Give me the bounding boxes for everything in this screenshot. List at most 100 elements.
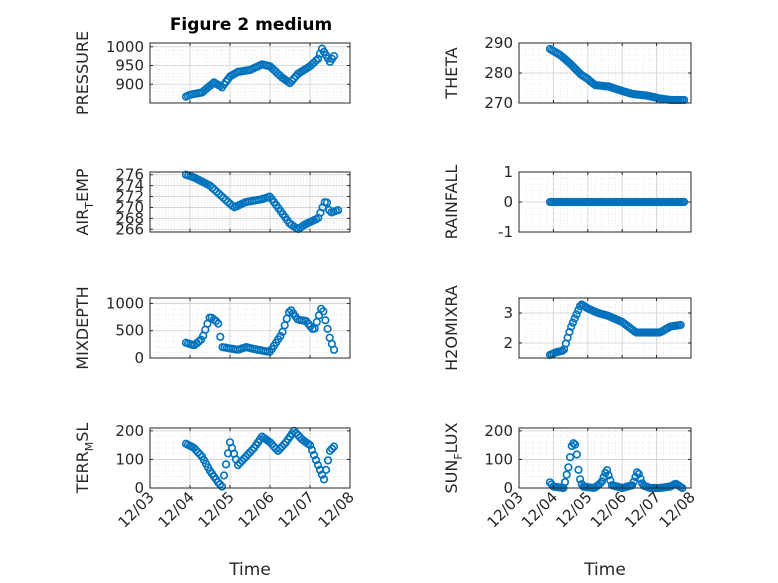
data-point (245, 448, 255, 457)
y-axis-label: PRESSURE (73, 31, 92, 115)
data-point (279, 440, 289, 449)
data-point (291, 428, 301, 438)
data-point (247, 446, 257, 455)
data-point (575, 475, 585, 484)
x-axis-label: Time (583, 560, 626, 580)
data-point (572, 310, 581, 319)
data-point (574, 306, 583, 315)
data-point (212, 187, 221, 196)
data-point (216, 332, 225, 341)
data-point (602, 466, 612, 475)
y-tick-label: 290 (484, 34, 513, 52)
y-axis-label: H2OMIXRA (442, 285, 461, 371)
data-point (321, 316, 330, 325)
y-tick-label: 900 (115, 75, 144, 93)
data-point (217, 482, 227, 491)
y-axis-label: SUNFLUX (442, 422, 465, 493)
data-point (569, 439, 578, 448)
y-tick-label: 268 (115, 209, 144, 227)
data-point (237, 456, 247, 466)
data-point (214, 319, 223, 328)
data-point (193, 448, 203, 457)
data-point (277, 442, 287, 451)
subplot-mixdepth: 0 500 1000 MIXDEPTH (73, 286, 351, 370)
data-point (191, 446, 201, 455)
subplot-h2omixra: 2 3 H2OMIXRA (442, 285, 692, 371)
data-point (333, 206, 343, 215)
data-point (319, 475, 329, 484)
y-tick-label: 3 (503, 304, 513, 322)
x-tick-label: 12/04 (155, 488, 198, 531)
x-tick-label: 12/06 (235, 488, 278, 531)
data-point (241, 452, 251, 461)
data-point (311, 56, 321, 65)
data-point (276, 331, 285, 341)
data-point (233, 461, 243, 470)
x-tick-label: 12/05 (552, 488, 595, 531)
figure-title: Figure 2 medium (170, 15, 332, 35)
x-tick-label: 12/07 (621, 488, 664, 531)
data-point (329, 345, 339, 354)
y-tick-label: 270 (115, 198, 144, 216)
data-point (273, 446, 283, 456)
y-tick-label: 270 (484, 94, 513, 112)
data-point (560, 478, 570, 487)
y-tick-label: 500 (115, 322, 144, 340)
data-point (568, 318, 578, 327)
data-point (323, 324, 332, 334)
data-point (629, 477, 638, 486)
data-point (221, 460, 231, 469)
data-point (632, 468, 642, 477)
y-tick-label: 0 (134, 479, 144, 497)
x-tick-label: 12/05 (195, 488, 238, 531)
data-point (604, 471, 613, 480)
y-tick-label: 274 (115, 177, 144, 195)
axes-box (149, 297, 351, 359)
data-point (329, 442, 339, 451)
data-point (219, 471, 229, 480)
data-point (243, 450, 253, 459)
subplot-rainfall: -1 0 1 RAINFALL (442, 163, 692, 241)
subplot-sun-flux: 010020012/0312/0412/0512/0612/0712/08Tim… (442, 422, 699, 580)
data-point (572, 450, 581, 459)
y-tick-label: 272 (115, 188, 144, 206)
data-point (213, 478, 223, 487)
y-tick-label: 266 (115, 220, 144, 238)
data-point (323, 456, 333, 465)
x-tick-label: 12/07 (275, 488, 318, 531)
axes-box (518, 427, 692, 489)
data-point (189, 443, 199, 453)
data-point (239, 454, 249, 463)
y-tick-label: 200 (484, 422, 513, 440)
data-point (634, 469, 643, 479)
data-point (327, 444, 337, 453)
data-point (562, 470, 571, 479)
data-point (196, 335, 206, 344)
y-tick-label: 1000 (106, 38, 144, 56)
y-tick-label: 1 (503, 163, 513, 181)
y-tick-label: 100 (115, 450, 144, 468)
data-point (235, 458, 245, 468)
x-tick-label: 12/06 (587, 488, 630, 531)
subplot-theta: 270 280 290 THETA (442, 34, 692, 112)
data-point (214, 189, 224, 198)
data-point (317, 470, 327, 479)
data-point (679, 197, 689, 207)
data-point (570, 440, 580, 449)
data-point (267, 440, 277, 449)
data-point (206, 181, 215, 190)
data-point (322, 198, 332, 207)
axes-background (519, 428, 691, 488)
x-axis-label: Time (228, 560, 271, 580)
y-tick-label: 0 (503, 479, 513, 497)
data-point (313, 461, 323, 470)
data-point (307, 446, 317, 455)
x-tick-label: 12/08 (656, 488, 699, 531)
data-point (265, 438, 275, 447)
data-point (194, 337, 203, 346)
data-point (217, 191, 226, 200)
y-tick-label: 0 (503, 193, 513, 211)
